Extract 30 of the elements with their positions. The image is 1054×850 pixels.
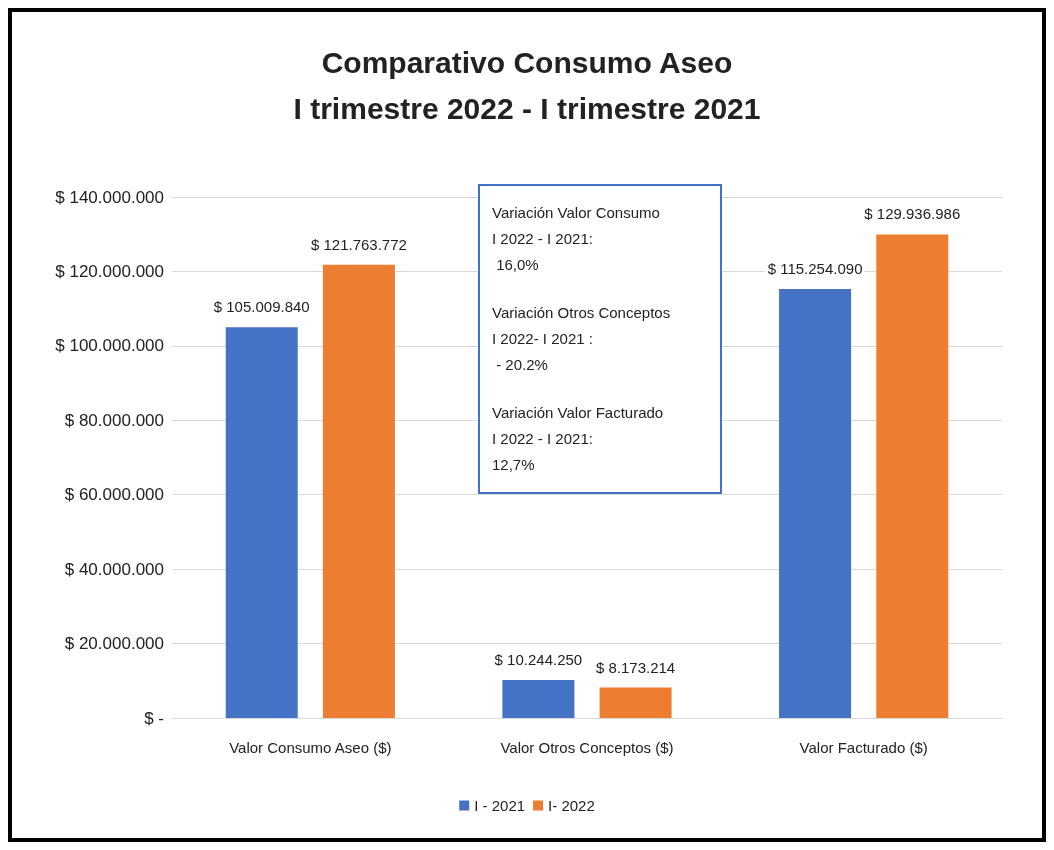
x-tick-label: Valor Consumo Aseo ($) [229,739,392,756]
chart-title: Comparativo Consumo Aseo I trimestre 2022 - I trimestre 2021 [293,45,761,125]
data-label: $ 129.936.986 [864,205,961,223]
data-label: $ 105.009.840 [213,298,310,316]
bar [225,327,298,718]
bar [322,264,395,718]
bar [876,234,949,718]
data-label: $ 115.254.090 [767,260,863,278]
x-tick-label: Valor Facturado ($) [799,739,928,756]
legend-label: I- 2022 [548,797,595,814]
bar [779,289,852,718]
y-tick-label: $ 20.000.000 [64,634,164,654]
bar [599,687,672,718]
y-tick-label: $ 140.000.000 [55,187,164,207]
y-tick-label: $ 60.000.000 [64,485,164,505]
y-tick-label: $ 120.000.000 [55,261,164,281]
legend-label: I - 2021 [474,797,526,814]
x-tick-label: Valor Otros Conceptos ($) [500,739,674,756]
bar [502,679,575,718]
data-label: $ 10.244.250 [494,650,583,668]
y-tick-label: $ 40.000.000 [64,559,164,579]
y-tick-label: $ 80.000.000 [64,410,164,430]
data-label: $ 8.173.214 [595,658,676,676]
annotation: Variación Otros Conceptos I 2022- I 2021 : - 20.2% [492,303,672,375]
y-tick-label: $ - [144,708,164,728]
annotation: Variación Valor Facturado I 2022 - I 2021: 12,7% [492,403,665,475]
data-label: $ 121.763.772 [310,235,407,253]
y-tick-label: $ 100.000.000 [55,336,164,356]
annotation: Variación Valor Consumo I 2022 - I 2021: 16,0% [492,203,661,275]
text-box: Variación Valor Consumo I 2022 - I 2021: 16,0% Variación Otros Conceptos I 2022- I 2021 : - 20.2% Variación Valor Facturado I 2022 - I 2021: 12,7% [478,184,722,494]
